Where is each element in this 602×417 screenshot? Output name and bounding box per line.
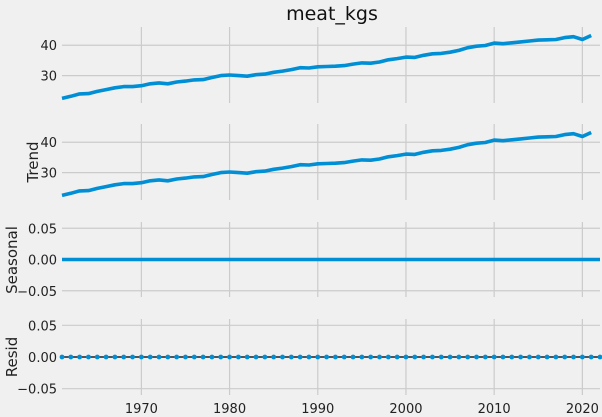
resid-point [138, 354, 144, 360]
resid-point [174, 354, 180, 360]
resid-point [227, 354, 232, 360]
resid-point [262, 354, 268, 360]
y-tick-label: 40 [40, 39, 57, 54]
resid-point [518, 354, 524, 360]
resid-point [456, 354, 462, 360]
resid-point [218, 354, 224, 360]
y-tick-label: 0.05 [28, 319, 57, 334]
resid-point [571, 354, 576, 360]
resid-point [94, 354, 100, 360]
resid-point [183, 354, 188, 360]
resid-point [103, 354, 109, 360]
resid-point [130, 354, 135, 360]
y-tick-label: 40 [40, 136, 57, 151]
resid-point [421, 354, 427, 360]
x-tick-label: 1990 [301, 402, 334, 417]
resid-point [209, 354, 215, 360]
resid-point [280, 354, 285, 360]
x-tick-label: 2020 [566, 402, 599, 417]
resid-point [244, 354, 250, 360]
resid-point [527, 354, 532, 360]
resid-point [509, 354, 515, 360]
y-tick-label: 0.00 [28, 254, 57, 269]
x-axis-ticks: 1970 1980 1990 2000 2010 2020 [125, 402, 599, 417]
y-tick-label: −0.05 [17, 285, 57, 300]
resid-point [333, 354, 338, 360]
resid-point [315, 354, 321, 360]
x-tick-label: 1970 [125, 402, 158, 417]
trend-series-line [61, 130, 592, 198]
resid-panel: Resid 0.05 0.00 −0.05 [3, 319, 602, 398]
resid-point [271, 354, 277, 360]
resid-point [359, 354, 365, 360]
resid-point [341, 354, 347, 360]
resid-point [306, 354, 312, 360]
seasonal-panel: Seasonal 0.05 0.00 −0.05 [3, 222, 600, 300]
y-tick-label: −0.05 [17, 383, 57, 398]
x-tick-label: 2010 [478, 402, 511, 417]
resid-point [59, 354, 65, 360]
resid-point [597, 354, 602, 360]
resid-point [377, 354, 382, 360]
resid-point [68, 354, 74, 360]
observed-series-line [61, 33, 592, 101]
resid-point [147, 354, 153, 360]
resid-point [200, 354, 206, 360]
y-tick-label: 0.00 [28, 351, 57, 366]
y-tick-label: 0.05 [28, 222, 57, 237]
resid-point [438, 354, 444, 360]
resid-point [447, 354, 453, 360]
resid-point [297, 354, 303, 360]
resid-point [350, 354, 356, 360]
resid-point [544, 354, 550, 360]
resid-point [465, 354, 471, 360]
x-tick-label: 1980 [213, 402, 246, 417]
x-tick-label: 2000 [389, 402, 422, 417]
resid-point [121, 354, 127, 360]
resid-point [553, 354, 559, 360]
observed-panel: 30 40 [40, 27, 600, 103]
resid-point [324, 354, 329, 360]
resid-point [253, 354, 259, 360]
resid-point [535, 354, 541, 360]
resid-point [191, 354, 197, 360]
resid-point [86, 354, 91, 360]
resid-point [491, 354, 497, 360]
y-tick-label: 30 [40, 167, 57, 182]
resid-point [368, 354, 374, 360]
resid-point [482, 354, 488, 360]
resid-point [112, 354, 118, 360]
resid-point [77, 354, 83, 360]
resid-point [562, 354, 568, 360]
resid-point [235, 354, 241, 360]
resid-point [500, 354, 506, 360]
chart-title: meat_kgs [286, 3, 378, 25]
resid-point [156, 354, 162, 360]
resid-point [288, 354, 294, 360]
resid-point [165, 354, 171, 360]
resid-point [579, 354, 585, 360]
resid-point [412, 354, 418, 360]
resid-point [394, 354, 400, 360]
resid-axis-label: Resid [3, 337, 21, 377]
resid-point [385, 354, 391, 360]
resid-point [430, 354, 435, 360]
resid-point [403, 354, 409, 360]
trend-panel: Trend 30 40 [24, 124, 600, 200]
seasonal-axis-label: Seasonal [3, 226, 21, 294]
y-tick-label: 30 [40, 70, 57, 85]
resid-point [588, 354, 594, 360]
trend-axis-label: Trend [24, 141, 42, 183]
resid-point [474, 354, 479, 360]
